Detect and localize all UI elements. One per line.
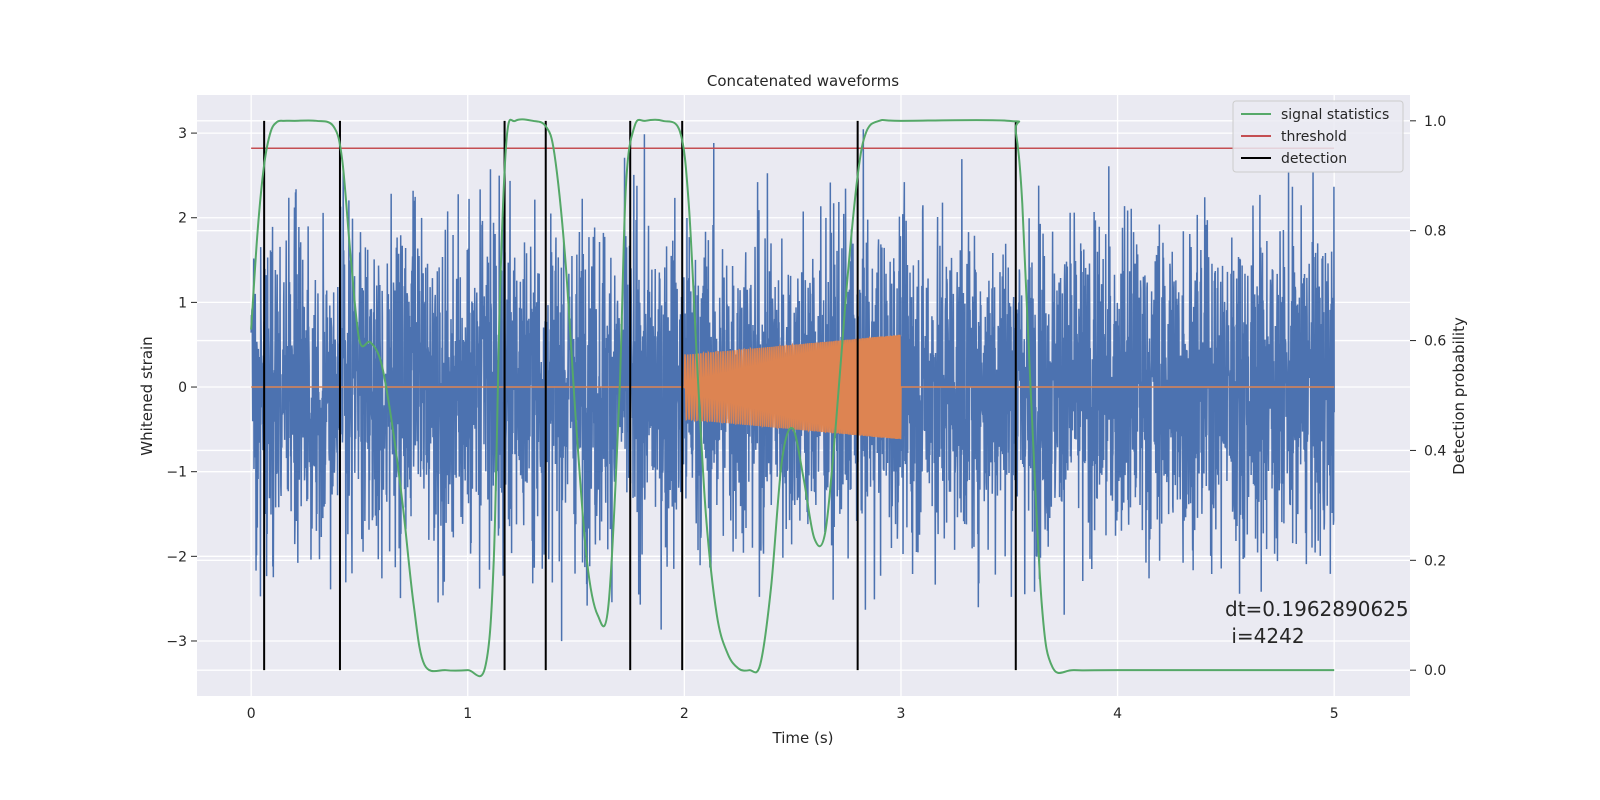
legend-box — [1232, 100, 1404, 173]
legend-label-threshold: threshold — [1281, 129, 1347, 145]
y-tick-label: 2 — [178, 211, 187, 227]
y-tick-label: 0 — [178, 380, 187, 396]
legend: signal statistics threshold detection — [1232, 100, 1404, 173]
data-layer — [250, 118, 1335, 678]
y-right-tick-label: 0.2 — [1424, 553, 1446, 569]
x-tick-label: 0 — [247, 706, 256, 722]
chart-title: Concatenated waveforms — [707, 72, 899, 90]
y-tick-label: 3 — [178, 126, 187, 142]
y-tick-label: −2 — [166, 549, 187, 565]
legend-label-detection: detection — [1281, 151, 1347, 167]
y-right-tick-label: 0.8 — [1424, 224, 1446, 240]
y-right-tick-label: 0.4 — [1424, 443, 1446, 459]
x-tick-label: 4 — [1113, 706, 1122, 722]
legend-label-signal-statistics: signal statistics — [1281, 107, 1389, 123]
y-right-tick-label: 0.0 — [1424, 663, 1446, 679]
y-right-tick-label: 1.0 — [1424, 114, 1446, 130]
series-injected-waveform — [251, 334, 1335, 440]
y-axis-label: Whitened strain — [138, 336, 156, 455]
y-tick-label: −3 — [166, 634, 187, 650]
x-axis-label: Time (s) — [772, 729, 834, 747]
x-tick-label: 5 — [1330, 706, 1339, 722]
annotation-index: i=4242 — [1225, 624, 1305, 648]
x-tick-label: 3 — [897, 706, 906, 722]
annotation-dt: dt=0.1962890625 — [1225, 597, 1409, 621]
series-signal-statistics — [250, 118, 1335, 678]
y-tick-label: 1 — [178, 295, 187, 311]
y-tick-label: −1 — [166, 465, 187, 481]
series-whitened-strain — [250, 129, 1335, 642]
x-tick-label: 2 — [680, 706, 689, 722]
y-right-tick-label: 0.6 — [1424, 334, 1446, 350]
y-axis-right-label: Detection probability — [1450, 317, 1468, 475]
ticks: 0 1 2 3 4 5 −3 −2 −1 0 1 2 3 0.0 0.2 0.4 0.6 0.8 1.0 — [166, 114, 1446, 722]
x-tick-label: 1 — [463, 706, 472, 722]
